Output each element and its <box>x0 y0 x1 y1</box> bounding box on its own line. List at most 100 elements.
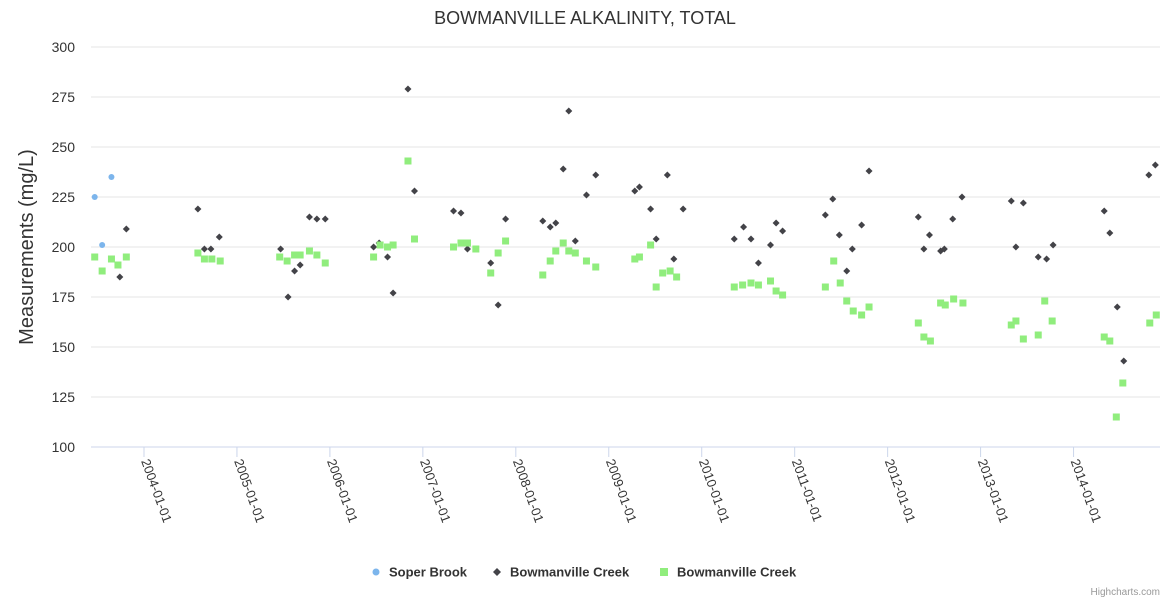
legend-item-soper-brook[interactable]: Soper Brook <box>372 565 468 580</box>
data-point[interactable] <box>108 174 115 180</box>
data-point[interactable] <box>539 271 547 279</box>
data-point[interactable] <box>559 165 567 173</box>
data-point[interactable] <box>552 219 560 227</box>
data-point[interactable] <box>865 167 873 175</box>
data-point[interactable] <box>747 235 755 243</box>
credits-link[interactable]: Highcharts.com <box>1091 587 1160 598</box>
data-point[interactable] <box>1048 317 1056 325</box>
data-point[interactable] <box>487 259 495 267</box>
data-point[interactable] <box>313 215 321 223</box>
data-point[interactable] <box>276 253 284 261</box>
data-point[interactable] <box>215 233 223 241</box>
data-point[interactable] <box>571 237 579 245</box>
data-point[interactable] <box>194 249 202 257</box>
data-point[interactable] <box>739 281 747 289</box>
data-point[interactable] <box>200 255 208 263</box>
data-point[interactable] <box>502 237 510 245</box>
data-point[interactable] <box>546 257 554 265</box>
data-point[interactable] <box>296 261 304 269</box>
data-point[interactable] <box>463 239 471 247</box>
data-point[interactable] <box>565 247 573 255</box>
data-point[interactable] <box>754 259 762 267</box>
data-point[interactable] <box>410 187 418 195</box>
data-point[interactable] <box>1007 321 1015 329</box>
data-point[interactable] <box>849 307 857 315</box>
data-point[interactable] <box>207 245 215 253</box>
data-point[interactable] <box>843 267 851 275</box>
data-point[interactable] <box>98 267 106 275</box>
data-point[interactable] <box>740 223 748 231</box>
data-point[interactable] <box>450 207 458 215</box>
data-point[interactable] <box>450 243 458 251</box>
data-point[interactable] <box>1106 337 1114 345</box>
data-point[interactable] <box>779 291 787 299</box>
data-point[interactable] <box>941 301 949 309</box>
data-point[interactable] <box>652 235 660 243</box>
data-point[interactable] <box>926 337 934 345</box>
data-point[interactable] <box>631 255 639 263</box>
data-point[interactable] <box>283 257 291 265</box>
data-point[interactable] <box>321 215 329 223</box>
data-point[interactable] <box>1119 379 1127 387</box>
data-point[interactable] <box>730 283 738 291</box>
data-point[interactable] <box>754 281 762 289</box>
data-point[interactable] <box>472 245 480 253</box>
data-point[interactable] <box>291 267 299 275</box>
data-point[interactable] <box>635 183 643 191</box>
data-point[interactable] <box>91 253 99 261</box>
data-point[interactable] <box>582 191 590 199</box>
data-point[interactable] <box>1100 207 1108 215</box>
data-point[interactable] <box>404 85 412 93</box>
data-point[interactable] <box>1019 199 1027 207</box>
data-point[interactable] <box>1034 253 1042 261</box>
data-point[interactable] <box>858 221 866 229</box>
data-point[interactable] <box>670 255 678 263</box>
data-point[interactable] <box>487 269 495 277</box>
data-point[interactable] <box>565 107 573 115</box>
data-point[interactable] <box>494 249 502 257</box>
data-point[interactable] <box>122 225 130 233</box>
data-point[interactable] <box>666 267 674 275</box>
data-point[interactable] <box>457 239 465 247</box>
data-point[interactable] <box>958 193 966 201</box>
data-point[interactable] <box>848 245 856 253</box>
data-point[interactable] <box>370 253 378 261</box>
data-point[interactable] <box>284 293 292 301</box>
data-point[interactable] <box>1007 197 1015 205</box>
data-point[interactable] <box>1151 161 1159 169</box>
data-point[interactable] <box>296 251 304 259</box>
data-point[interactable] <box>747 279 755 287</box>
data-point[interactable] <box>370 243 378 251</box>
data-point[interactable] <box>116 273 124 281</box>
data-point[interactable] <box>208 255 216 263</box>
data-point[interactable] <box>1145 171 1153 179</box>
data-point[interactable] <box>772 219 780 227</box>
data-point[interactable] <box>920 333 928 341</box>
data-point[interactable] <box>679 205 687 213</box>
data-point[interactable] <box>1019 335 1027 343</box>
data-point[interactable] <box>950 295 958 303</box>
data-point[interactable] <box>539 217 547 225</box>
data-point[interactable] <box>99 242 106 248</box>
data-point[interactable] <box>1152 311 1160 319</box>
data-point[interactable] <box>937 299 945 307</box>
data-point[interactable] <box>216 257 224 265</box>
data-point[interactable] <box>673 273 681 281</box>
data-point[interactable] <box>858 311 866 319</box>
data-point[interactable] <box>376 241 384 249</box>
data-point[interactable] <box>914 319 922 327</box>
data-point[interactable] <box>1146 319 1154 327</box>
data-point[interactable] <box>200 245 208 253</box>
data-point[interactable] <box>959 299 967 307</box>
data-point[interactable] <box>571 249 579 257</box>
data-point[interactable] <box>635 253 643 261</box>
data-point[interactable] <box>730 235 738 243</box>
data-point[interactable] <box>1012 243 1020 251</box>
data-point[interactable] <box>1106 229 1114 237</box>
data-point[interactable] <box>457 209 465 217</box>
data-point[interactable] <box>652 283 660 291</box>
data-point[interactable] <box>920 245 928 253</box>
data-point[interactable] <box>389 289 397 297</box>
legend-item-bowmanville-creek-square[interactable]: Bowmanville Creek <box>660 565 797 580</box>
data-point[interactable] <box>865 303 873 311</box>
